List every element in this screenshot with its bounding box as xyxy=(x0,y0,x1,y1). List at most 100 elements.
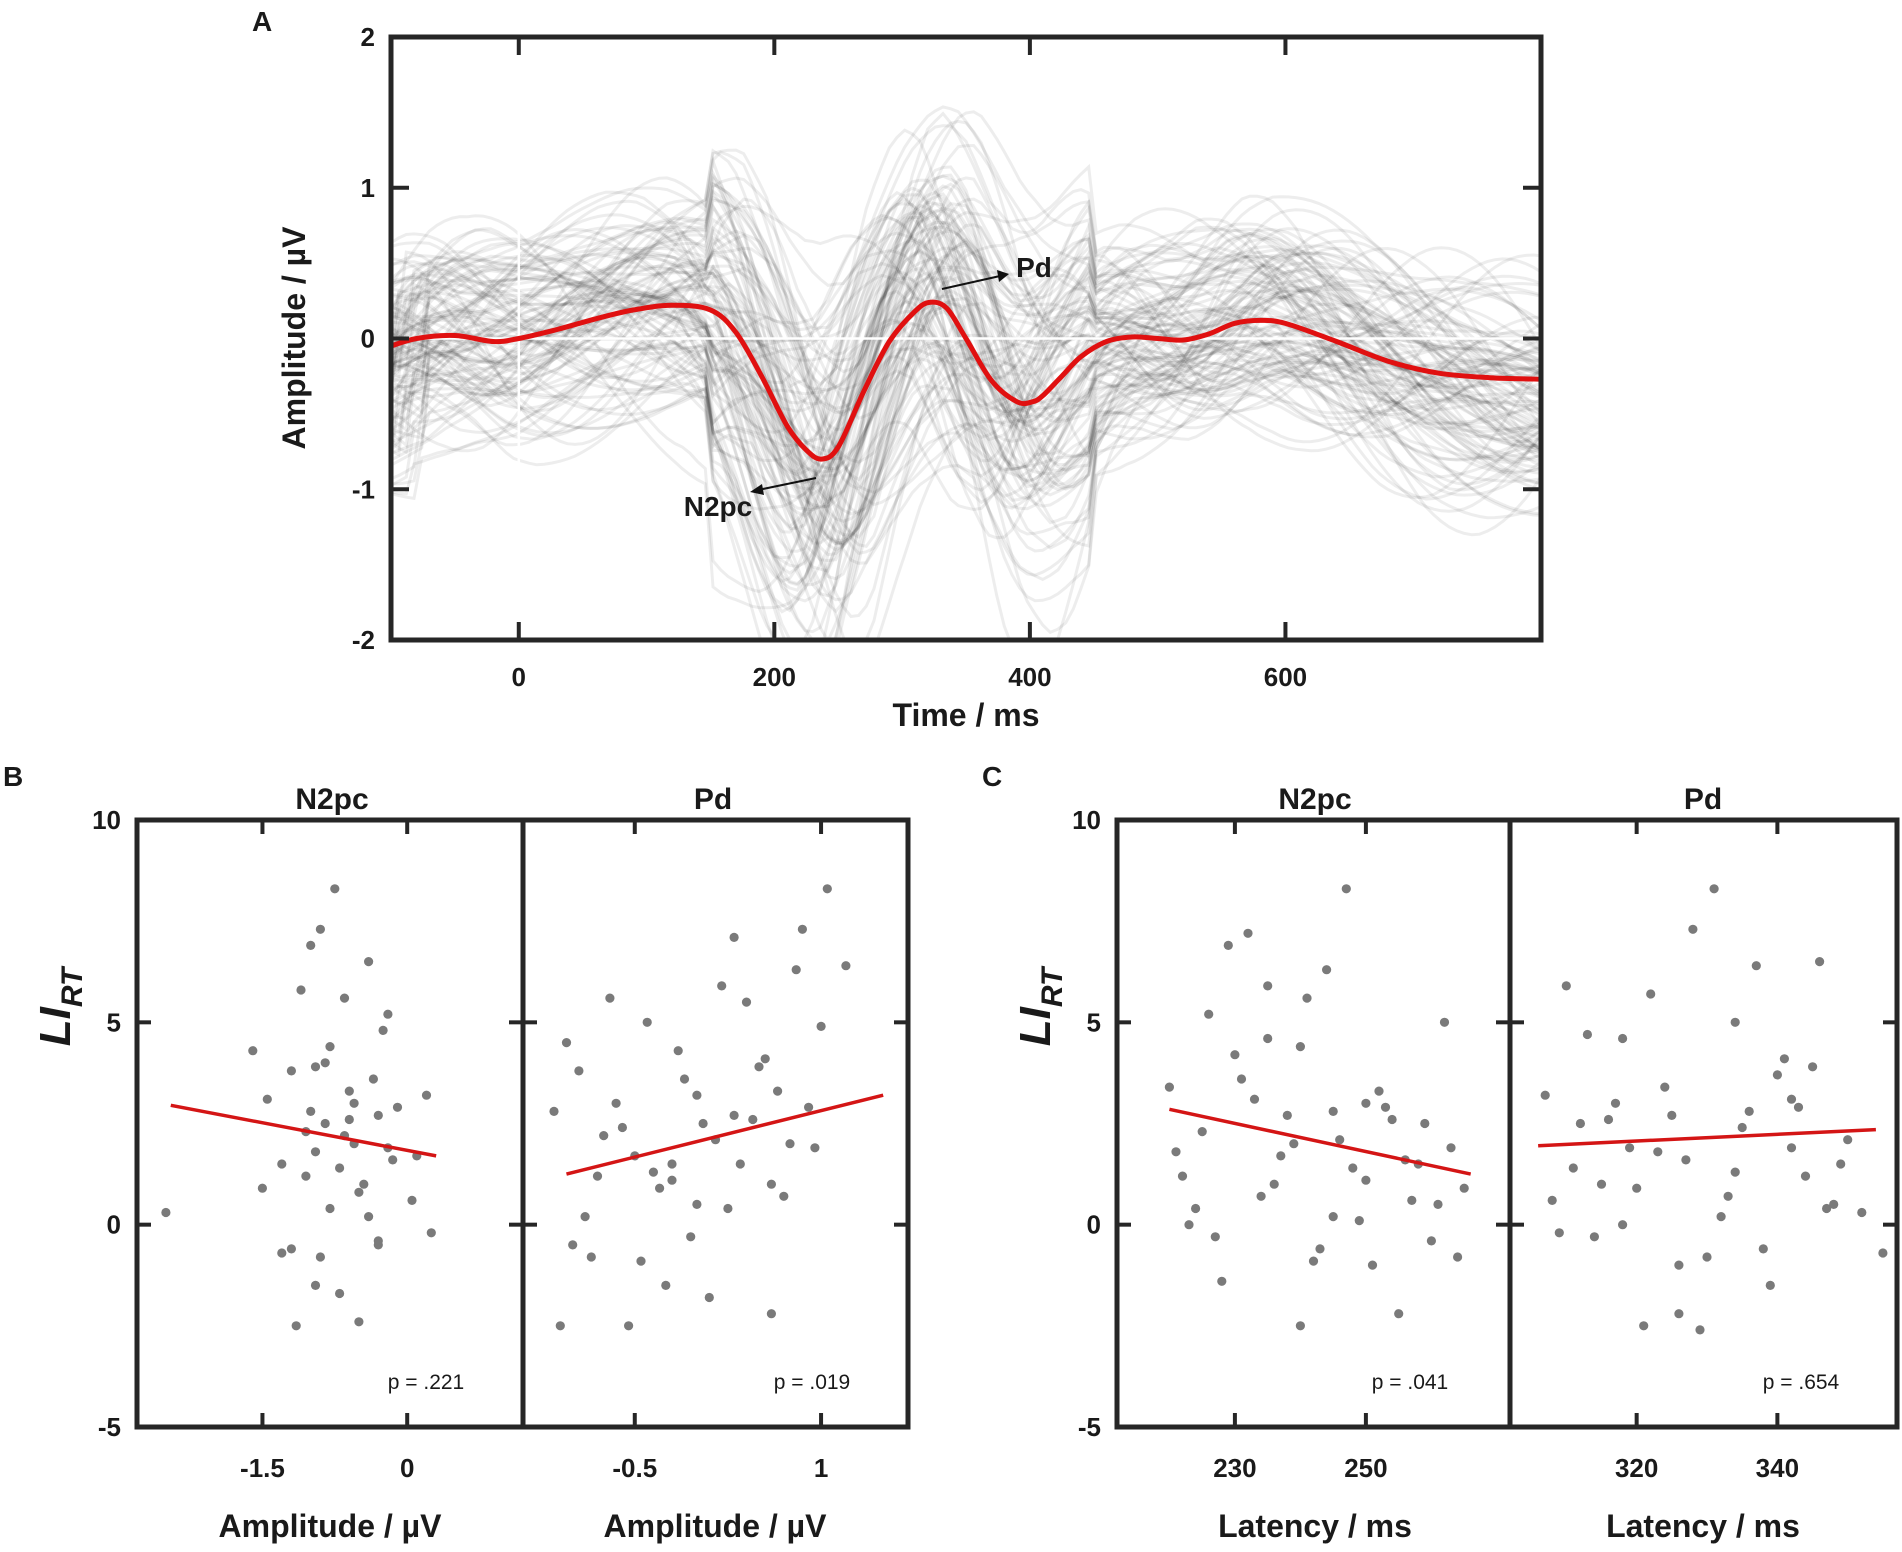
scatter-point xyxy=(339,993,350,1003)
pd-arrowhead xyxy=(997,270,1009,282)
participant-trace xyxy=(391,237,1541,474)
scatter-point xyxy=(257,1183,267,1193)
participant-trace xyxy=(391,238,1541,543)
scatter-point xyxy=(1779,1054,1789,1064)
scatter-point xyxy=(277,1248,287,1258)
scatter-point xyxy=(1420,1118,1430,1129)
scatter-point xyxy=(1674,1260,1684,1270)
participant-trace xyxy=(391,206,1541,458)
x-axis-label-a: Time / ms xyxy=(892,697,1039,733)
scatter-point xyxy=(1223,940,1233,951)
scatter-point xyxy=(1808,1062,1818,1072)
scatter-point xyxy=(286,1066,296,1076)
participant-trace xyxy=(391,246,1541,500)
scatter-b-pd: -0.5 1 xyxy=(520,817,911,1483)
participant-trace xyxy=(391,233,1541,517)
scatter-point xyxy=(1453,1252,1463,1262)
participant-trace xyxy=(391,176,1541,546)
participant-trace xyxy=(391,220,1541,563)
participant-trace xyxy=(391,190,1541,586)
participant-trace xyxy=(391,155,1541,557)
scatter-point xyxy=(1348,1163,1358,1173)
n2pc-arrowhead xyxy=(750,484,764,495)
scatter-point xyxy=(1322,965,1332,975)
participant-trace xyxy=(391,215,1541,483)
scatter-point xyxy=(1295,1042,1305,1052)
scatter-point xyxy=(804,1102,814,1112)
scatter-point xyxy=(1184,1220,1194,1230)
participant-trace xyxy=(391,182,1541,640)
participant-trace xyxy=(391,254,1541,485)
scatter-point xyxy=(692,1199,702,1209)
scatter-point xyxy=(574,1066,584,1076)
axes-frame xyxy=(1507,817,1900,1430)
scatter-point xyxy=(1302,993,1312,1003)
scatter-point xyxy=(704,1292,714,1303)
scatter-point xyxy=(766,1179,777,1189)
participant-trace xyxy=(391,203,1541,469)
scatter-point xyxy=(1380,1102,1391,1112)
participant-trace xyxy=(391,199,1541,546)
participant-trace xyxy=(391,228,1541,459)
participant-trace xyxy=(391,244,1541,511)
scatter-point xyxy=(822,884,832,894)
participant-trace xyxy=(391,200,1541,485)
p-value-b-n2pc: p = .221 xyxy=(388,1371,464,1394)
scatter-point xyxy=(1596,1179,1607,1189)
scatter-point xyxy=(748,1114,758,1125)
x-tick-label: -1.5 xyxy=(240,1453,285,1483)
participant-trace xyxy=(391,278,1541,477)
scatter-point xyxy=(791,965,801,975)
scatter-point xyxy=(1660,1082,1670,1092)
axes-a: 0 200 400 600 -2 -1 0 1 2 xyxy=(352,22,1544,692)
scatter-point xyxy=(310,1147,321,1157)
participant-trace xyxy=(391,195,1541,640)
scatter-point xyxy=(586,1252,596,1262)
individual-traces xyxy=(391,105,1541,640)
scatter-point xyxy=(1171,1147,1181,1157)
scatter-point xyxy=(277,1159,287,1169)
scatter-point xyxy=(1361,1175,1371,1185)
participant-trace xyxy=(391,249,1541,548)
regression-line xyxy=(1538,1127,1876,1148)
scatter-point xyxy=(1446,1143,1456,1153)
participant-trace xyxy=(391,256,1541,583)
participant-trace xyxy=(391,217,1541,582)
participant-trace xyxy=(391,243,1541,491)
scatter-point xyxy=(1433,1199,1443,1209)
participant-trace xyxy=(391,228,1541,548)
x-tick-label: 340 xyxy=(1756,1453,1799,1483)
regression-line xyxy=(566,1093,884,1176)
scatter-point xyxy=(364,957,374,967)
x-axis-label-c-n2pc: Latency / ms xyxy=(1218,1508,1412,1544)
scatter-point xyxy=(1709,884,1719,894)
scatter-point xyxy=(797,924,808,934)
scatter-point xyxy=(624,1321,634,1331)
participant-trace xyxy=(391,124,1541,448)
participant-trace xyxy=(391,246,1541,537)
y-tick-label: 1 xyxy=(361,173,375,203)
scatter-point xyxy=(1582,1029,1592,1040)
scatter-point xyxy=(648,1167,659,1177)
participant-trace xyxy=(391,262,1541,545)
scatter-c-n2pc: 230 250 -5 0 5 10 xyxy=(1072,805,1513,1483)
participant-trace xyxy=(391,248,1541,540)
scatter-point xyxy=(729,1110,739,1120)
participant-trace xyxy=(391,204,1541,472)
chart-a-timecourse: 0 200 400 600 -2 -1 0 1 2 Time / ms Amplitude / … xyxy=(276,22,1544,733)
x-tick-label: 400 xyxy=(1008,662,1051,692)
scatter-point xyxy=(1625,1143,1635,1153)
scatter-point xyxy=(1367,1260,1378,1270)
participant-trace xyxy=(391,246,1541,512)
li-main: LI xyxy=(31,1006,80,1046)
participant-trace xyxy=(391,143,1541,486)
participant-trace xyxy=(391,225,1541,495)
participant-trace xyxy=(391,163,1541,496)
scatter-point xyxy=(735,1159,745,1169)
participant-trace xyxy=(391,220,1541,443)
x-tick-label: 250 xyxy=(1344,1453,1387,1483)
scatter-point xyxy=(1177,1171,1188,1181)
subplot-title-b-pd: Pd xyxy=(694,783,732,816)
scatter-point xyxy=(1249,1094,1260,1104)
